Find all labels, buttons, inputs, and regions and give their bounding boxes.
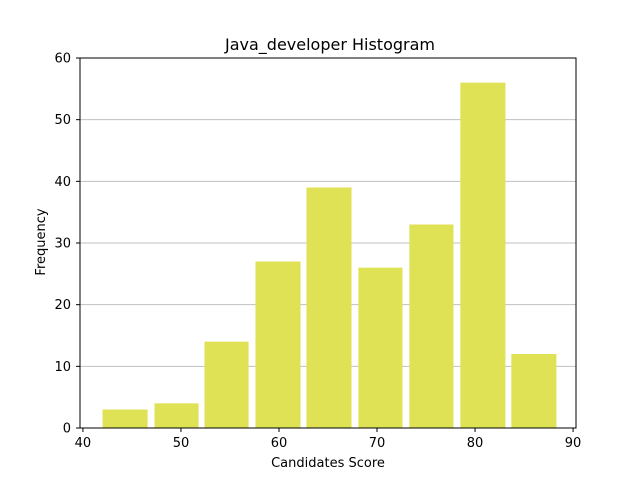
- x-tick-label: 90: [565, 436, 582, 451]
- histogram-bar: [306, 187, 352, 428]
- y-tick-label: 50: [54, 113, 71, 128]
- chart-title: Java_developer Histogram: [224, 35, 435, 55]
- histogram-bars: [102, 82, 557, 429]
- y-axis-label: Frequency: [34, 208, 49, 275]
- y-tick-label: 30: [54, 237, 71, 252]
- y-tick-label: 40: [54, 175, 71, 190]
- histogram-bar: [409, 224, 454, 428]
- histogram-bar: [460, 82, 506, 429]
- x-axis-label: Candidates Score: [271, 456, 385, 471]
- x-tick-label: 50: [173, 436, 190, 451]
- y-tick-label: 20: [54, 298, 71, 313]
- histogram-bar: [255, 261, 301, 428]
- histogram-bar: [154, 403, 199, 428]
- histogram-bar: [511, 354, 557, 428]
- y-tick-label: 60: [54, 52, 71, 67]
- histogram-bar: [204, 341, 249, 428]
- x-tick-label: 60: [271, 436, 288, 451]
- y-axis-ticks: 0 10 20 30 40 50 60: [54, 52, 80, 437]
- y-tick-label: 10: [54, 360, 71, 375]
- x-tick-label: 80: [467, 436, 484, 451]
- histogram-bar: [102, 409, 148, 428]
- x-tick-label: 70: [369, 436, 386, 451]
- histogram-bar: [358, 267, 403, 428]
- y-tick-label: 0: [63, 422, 71, 437]
- x-tick-label: 40: [75, 436, 92, 451]
- x-axis-ticks: 40 50 60 70 80 90: [75, 428, 582, 451]
